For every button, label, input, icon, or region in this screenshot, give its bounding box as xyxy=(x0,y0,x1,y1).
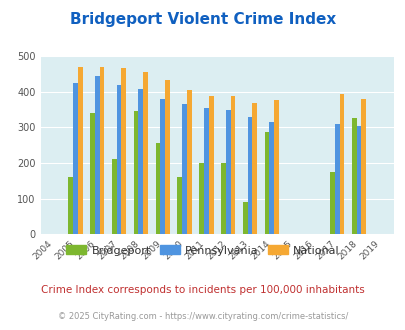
Bar xyxy=(73,83,78,234)
Bar xyxy=(116,85,121,234)
Bar xyxy=(269,122,273,234)
Bar xyxy=(273,100,278,234)
Text: Crime Index corresponds to incidents per 100,000 inhabitants: Crime Index corresponds to incidents per… xyxy=(41,285,364,295)
Bar xyxy=(78,67,83,234)
Bar xyxy=(334,124,339,234)
Bar xyxy=(242,202,247,234)
Bar xyxy=(155,143,160,234)
Bar xyxy=(329,172,334,234)
Bar xyxy=(95,77,100,234)
Text: Bridgeport Violent Crime Index: Bridgeport Violent Crime Index xyxy=(70,12,335,26)
Bar xyxy=(225,110,230,234)
Bar xyxy=(208,96,213,234)
Bar xyxy=(351,118,356,234)
Bar xyxy=(247,117,252,234)
Bar xyxy=(121,68,126,234)
Bar xyxy=(138,89,143,234)
Text: © 2025 CityRating.com - https://www.cityrating.com/crime-statistics/: © 2025 CityRating.com - https://www.city… xyxy=(58,312,347,321)
Legend: Bridgeport, Pennsylvania, National: Bridgeport, Pennsylvania, National xyxy=(62,241,343,260)
Bar xyxy=(252,103,256,234)
Bar xyxy=(100,67,104,234)
Bar xyxy=(360,99,365,234)
Bar xyxy=(230,96,235,234)
Bar xyxy=(182,104,186,234)
Bar xyxy=(143,72,148,234)
Bar xyxy=(90,113,95,234)
Bar xyxy=(177,177,182,234)
Bar xyxy=(339,94,343,234)
Bar xyxy=(160,99,165,234)
Bar xyxy=(133,111,138,234)
Bar xyxy=(186,90,191,234)
Bar xyxy=(356,126,360,234)
Bar xyxy=(198,163,203,234)
Bar xyxy=(264,132,269,234)
Bar xyxy=(203,109,208,234)
Bar xyxy=(68,177,73,234)
Bar xyxy=(220,163,225,234)
Bar xyxy=(165,80,169,234)
Bar xyxy=(112,159,116,234)
